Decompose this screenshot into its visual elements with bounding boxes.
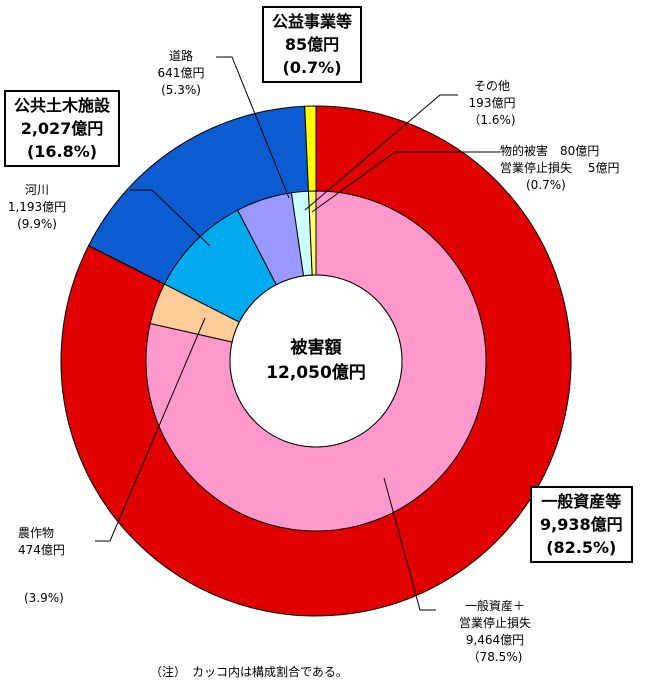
crops-value: 474億円 (18, 543, 65, 557)
leader-general-assets (383, 477, 436, 611)
footnote: （注） カッコ内は構成割合である。 (150, 665, 348, 679)
utility-detail-line2: 営業停止損失 5億円 (500, 161, 620, 175)
leader-utility-detail (311, 151, 500, 213)
general-assets-value: 9,938億円 (540, 515, 623, 534)
public-utilities-value: 85億円 (284, 35, 340, 54)
civil-works-value: 2,027億円 (20, 119, 104, 138)
public-utilities-percent: (0.7%) (282, 58, 342, 77)
label-utility-detail: 物的被害 80億円 営業停止損失 5億円 (0.7%) (500, 143, 619, 194)
label-crops: 農作物 474億円 (18, 525, 65, 559)
civil-works-name: 公共土木施設 (14, 96, 111, 115)
public-utilities-name: 公益事業等 (272, 12, 353, 31)
box-public-utilities: 公益事業等 85億円 (0.7%) (262, 6, 363, 83)
road-percent: (5.3%) (161, 83, 201, 97)
road-value: 641億円 (157, 66, 205, 80)
center-label: 被害額 12,050億円 (256, 336, 376, 386)
general-property-line1: 一般資産＋ (464, 599, 525, 613)
leader-lines (95, 56, 500, 611)
utility-detail-percent: (0.7%) (526, 178, 566, 192)
total-label: 被害額 (290, 338, 342, 358)
box-general-assets: 一般資産等 9,938億円 (82.5%) (530, 486, 633, 563)
label-road: 道路 641億円 (5.3%) (148, 48, 214, 99)
other-value: 193億円 (468, 96, 516, 110)
other-percent: （1.6%) (468, 113, 516, 127)
label-other: その他 193億円 （1.6%) (452, 78, 532, 129)
river-name: 河川 (24, 183, 49, 197)
inner-ring (145, 190, 487, 532)
box-public-civil-works: 公共土木施設 2,027億円 (16.8%) (4, 90, 121, 167)
river-percent: (9.9%) (17, 217, 57, 231)
crops-name: 農作物 (18, 526, 55, 540)
label-river: 河川 1,193億円 (9.9%) (2, 182, 72, 233)
road-name: 道路 (168, 49, 193, 63)
general-assets-name: 一般資産等 (541, 492, 622, 511)
river-value: 1,193億円 (7, 200, 67, 214)
label-general-property: 一般資産＋ 営業停止損失 9,464億円 （78.5%) (440, 598, 550, 666)
leader-river (130, 189, 211, 247)
label-crops-percent: (3.9%) (24, 591, 64, 605)
civil-works-percent: (16.8%) (26, 142, 98, 161)
leader-other (304, 94, 458, 211)
general-property-value: 9,464億円 (465, 633, 525, 647)
general-property-line2: 営業停止損失 (458, 616, 531, 630)
general-assets-percent: (82.5%) (546, 538, 617, 557)
leader-road (216, 56, 290, 199)
general-property-percent: （78.5%) (467, 650, 523, 664)
total-value: 12,050億円 (266, 363, 366, 383)
center-hole (229, 274, 403, 448)
utility-detail-line1: 物的被害 80億円 (500, 144, 600, 158)
leader-crops (95, 317, 206, 542)
other-name: その他 (473, 79, 510, 93)
